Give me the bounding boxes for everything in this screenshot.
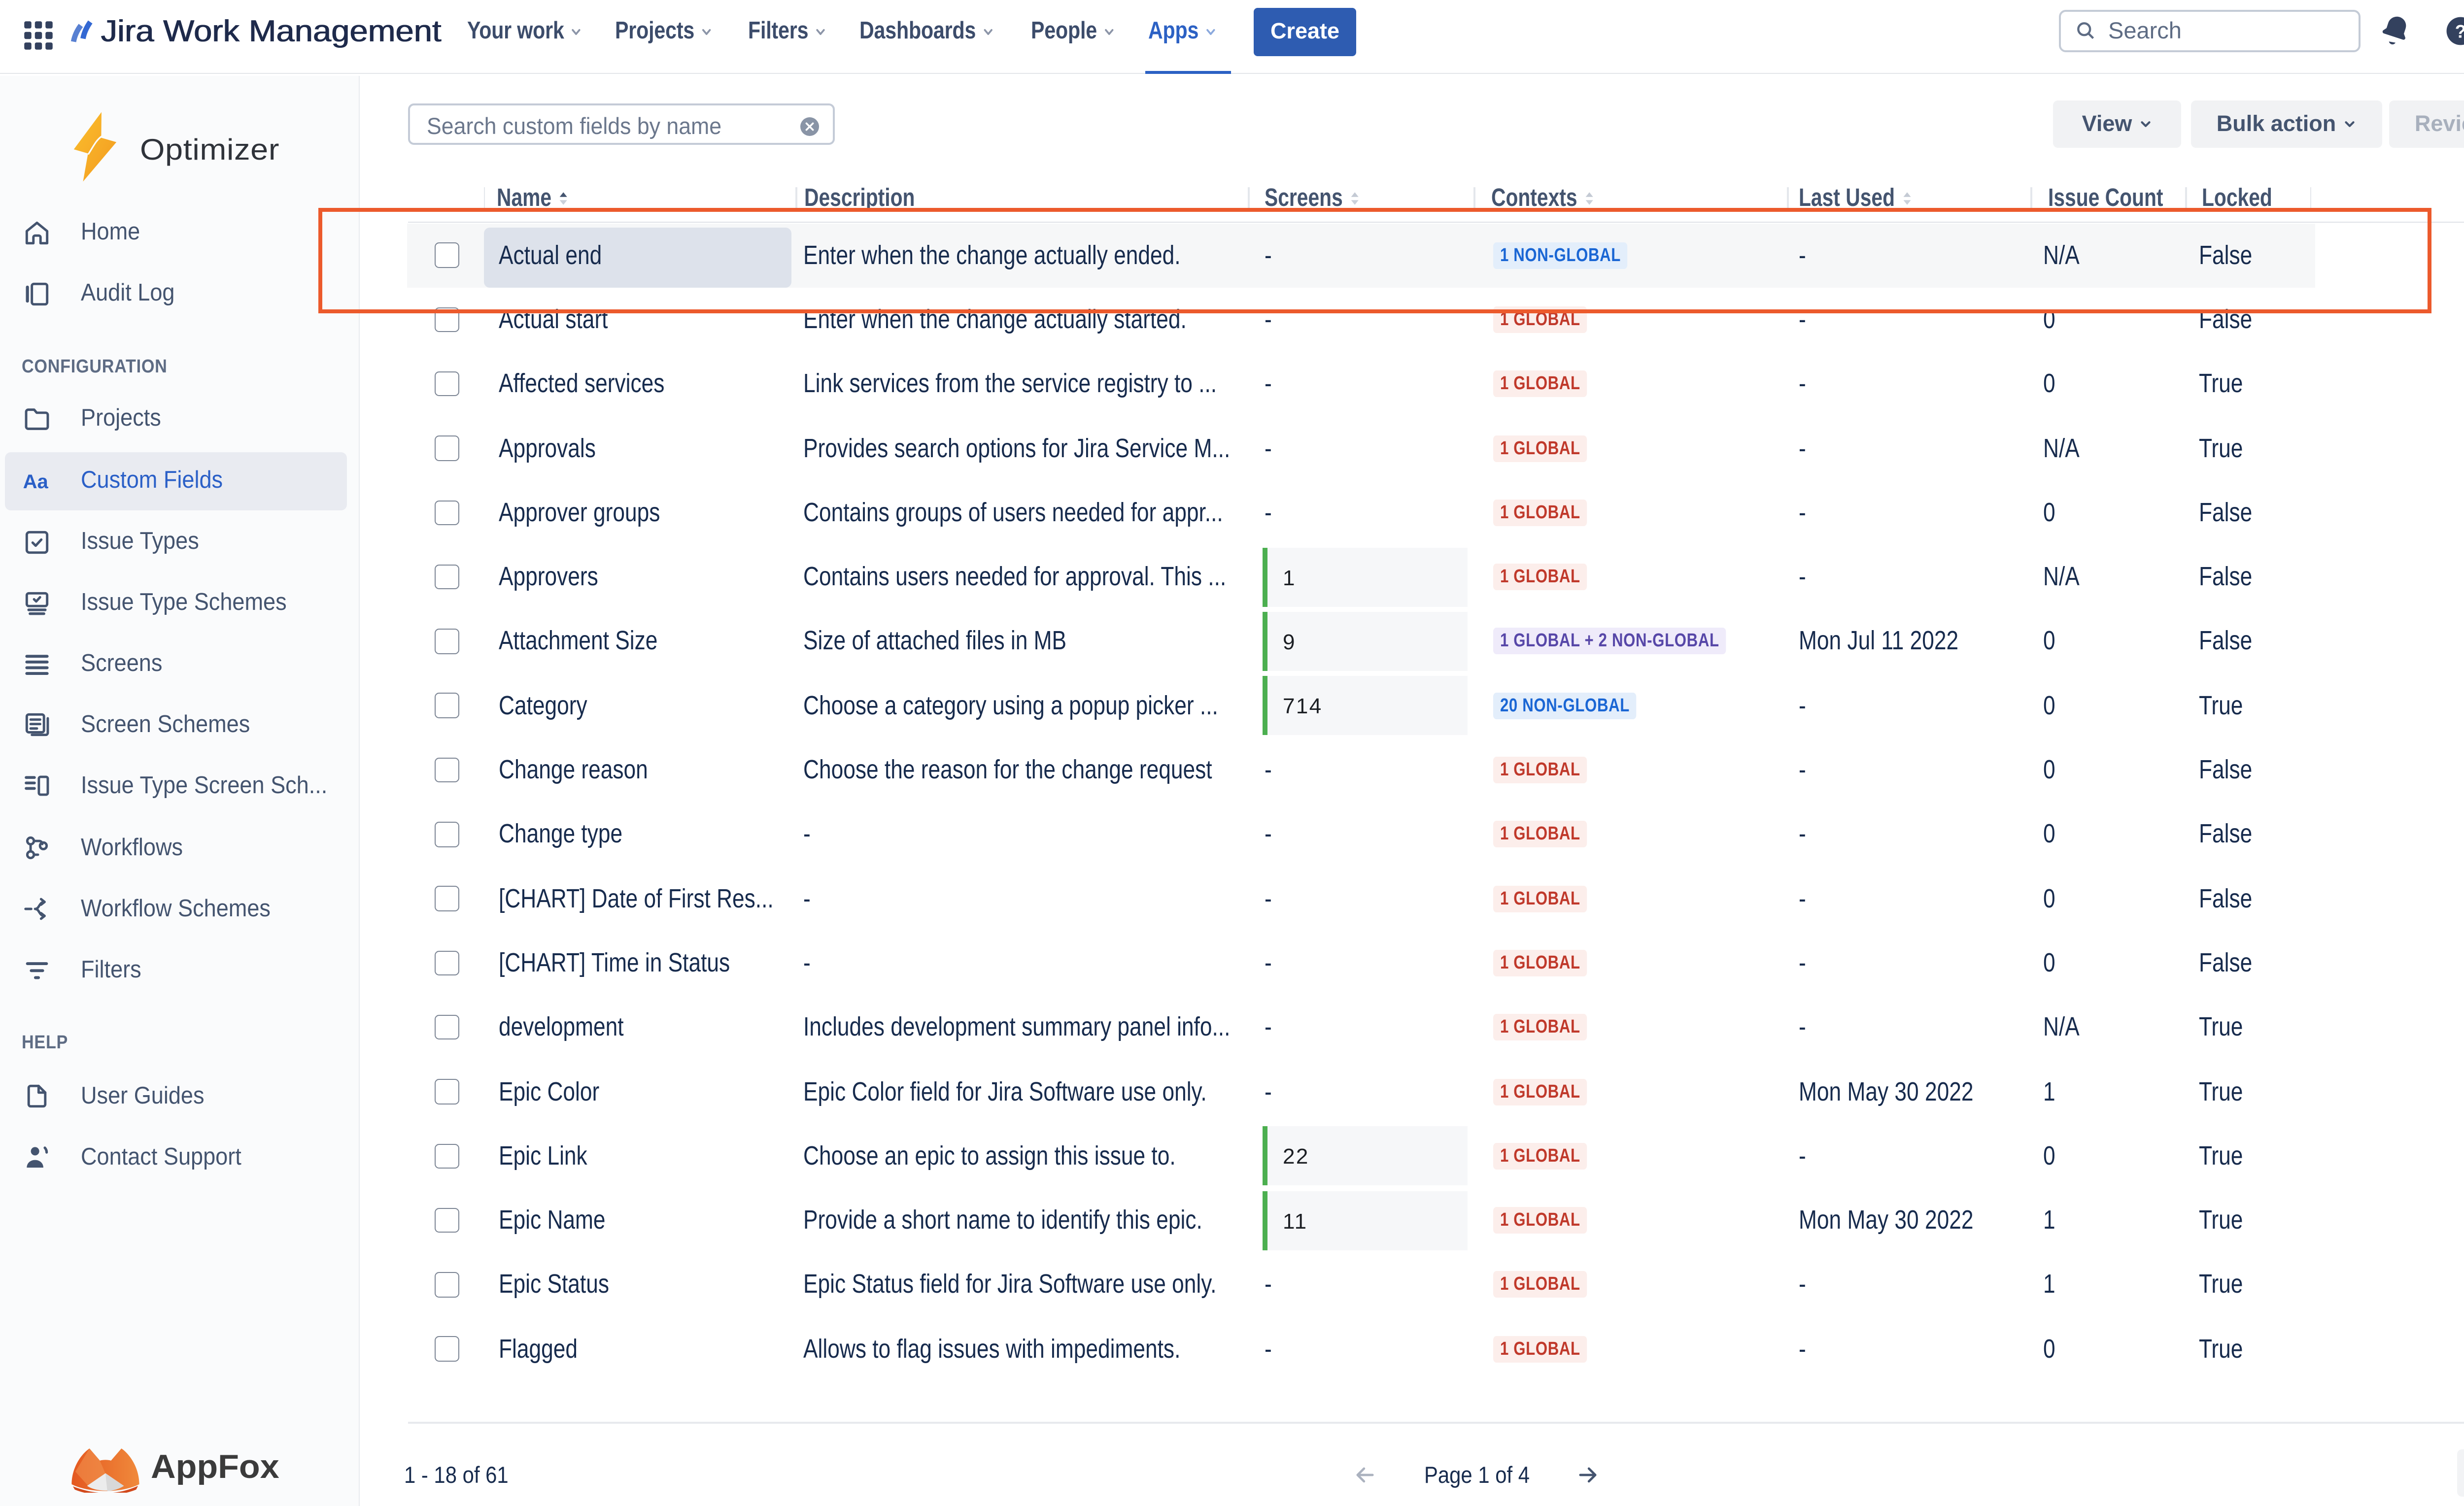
svg-text:?: ? [2455, 21, 2464, 42]
svg-text:Aa: Aa [23, 470, 48, 492]
